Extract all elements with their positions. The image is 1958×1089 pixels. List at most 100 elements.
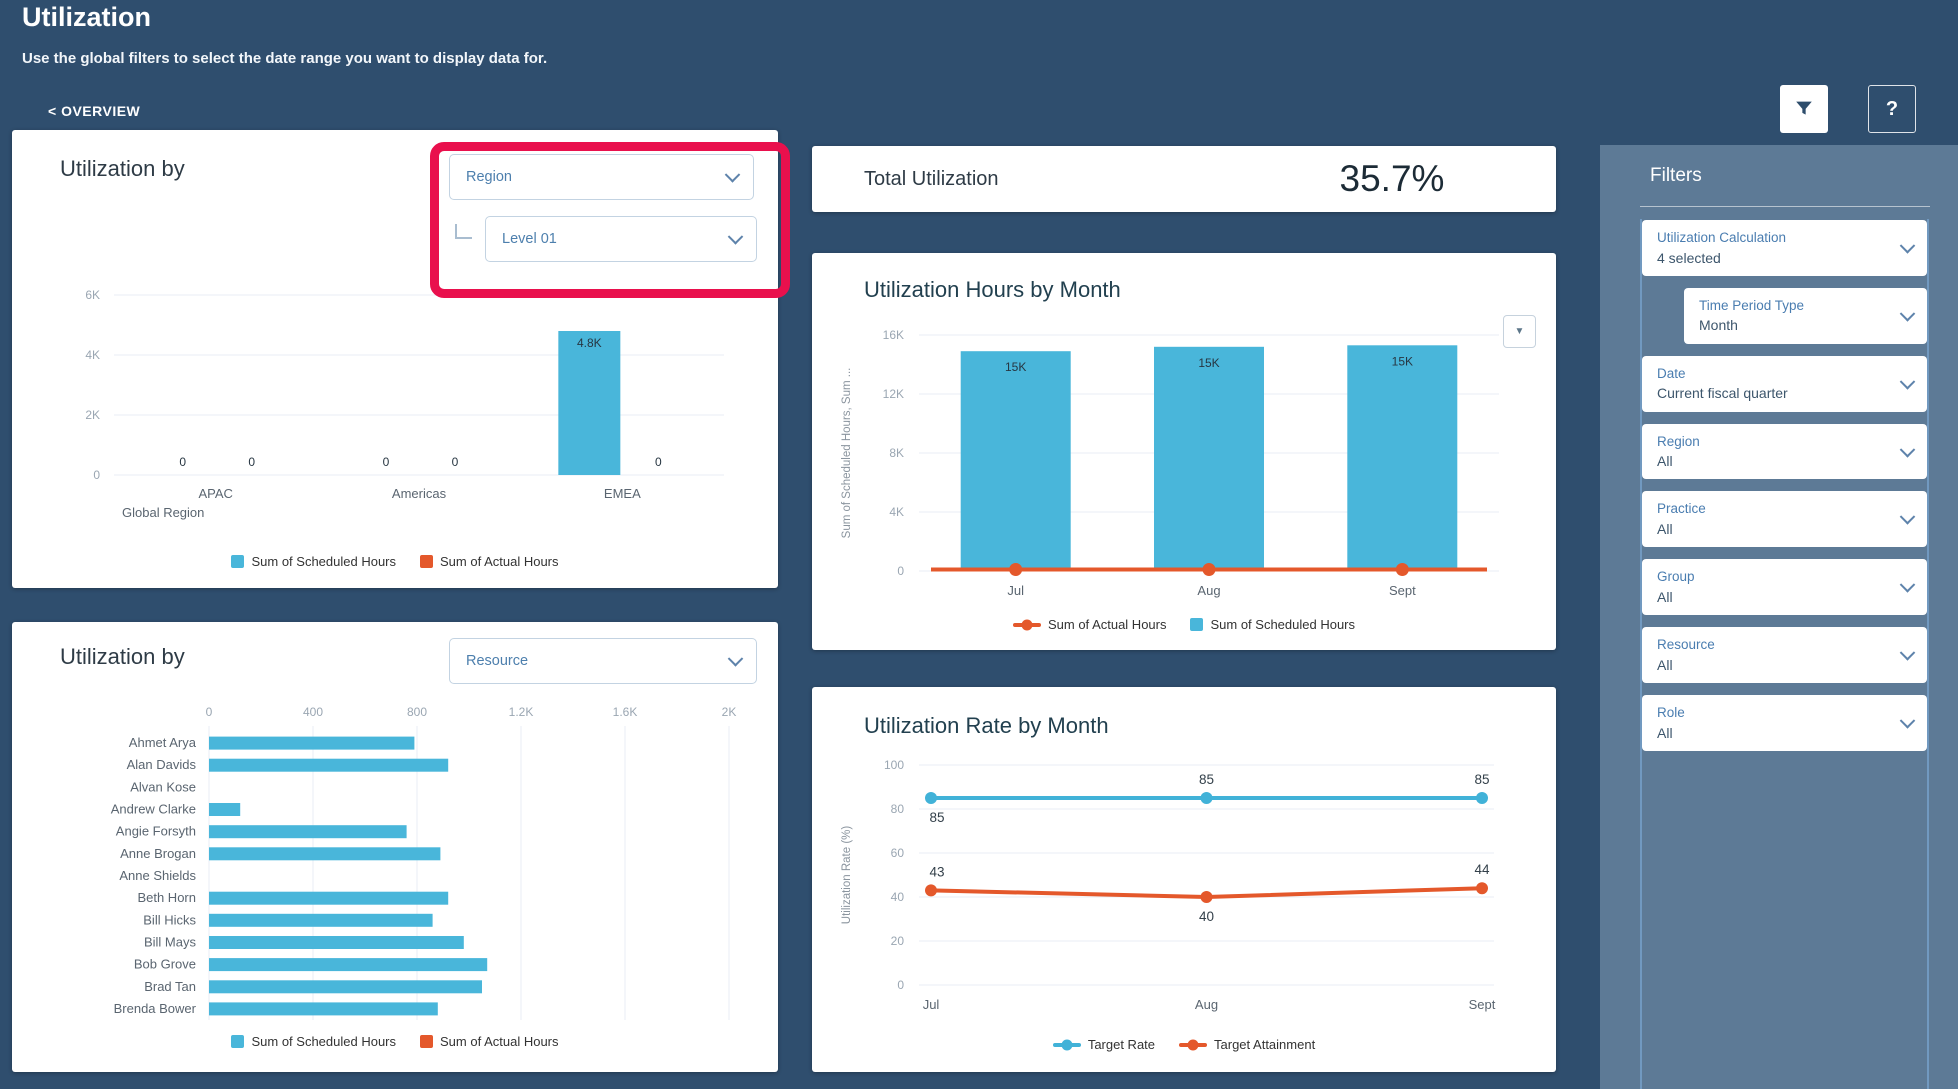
svg-text:Bill Hicks: Bill Hicks <box>143 912 196 927</box>
chevron-down-icon <box>727 651 744 667</box>
dimension-select[interactable]: Region <box>449 154 754 200</box>
target-attainment-line-swatch <box>1179 1042 1208 1047</box>
hours-by-month-chart: 0 4K 8K 12K 16K Sum of Scheduled Hours, Sum .… <box>841 328 1499 598</box>
svg-text:Sum of Scheduled Hours, Sum ..: Sum of Scheduled Hours, Sum ... <box>841 368 853 539</box>
total-utilization-label: Total Utilization <box>864 167 999 190</box>
svg-text:6K: 6K <box>85 288 100 302</box>
svg-text:0: 0 <box>897 978 904 992</box>
svg-text:Sept: Sept <box>1389 583 1416 598</box>
utilization-by-region-card: Utilization by Region Level 01 0 2K 4K 6K AP… <box>12 130 790 588</box>
svg-text:Beth Horn: Beth Horn <box>137 890 196 905</box>
filter-role[interactable]: Role All <box>1642 695 1927 751</box>
svg-text:Aug: Aug <box>1195 997 1218 1012</box>
svg-text:1.2K: 1.2K <box>509 705 534 719</box>
actual-hours-swatch <box>420 1035 434 1048</box>
svg-text:0: 0 <box>452 455 459 469</box>
chevron-down-icon <box>1899 645 1916 661</box>
svg-text:0: 0 <box>93 468 100 482</box>
svg-text:40: 40 <box>1199 909 1214 924</box>
rate-by-month-chart: 0 20 40 60 80 100 Utilization Rate (%) Jul Aug Se… <box>841 758 1496 1012</box>
overview-back-link[interactable]: < OVERVIEW <box>48 103 141 119</box>
svg-text:Angie Forsyth: Angie Forsyth <box>116 824 196 839</box>
legend-item: Target Attainment <box>1179 1037 1315 1052</box>
filters-panel: Filters Utilization Calculation 4 select… <box>1600 145 1958 1089</box>
region-hours-chart: 0 2K 4K 6K APAC 0 0 Americas 0 0 EMEA 4.8K 0 Global R… <box>85 288 724 520</box>
target-rate-line-swatch <box>1052 1042 1081 1047</box>
filter-practice[interactable]: Practice All <box>1642 491 1927 548</box>
filter-value: All <box>1657 588 1673 605</box>
svg-text:85: 85 <box>1199 772 1214 787</box>
svg-text:85: 85 <box>1474 772 1489 787</box>
svg-text:Jul: Jul <box>1007 583 1024 598</box>
svg-text:Brenda Bower: Brenda Bower <box>114 1001 197 1016</box>
svg-text:Americas: Americas <box>392 486 447 501</box>
resource-chart-legend: Sum of Scheduled Hours Sum of Actual Hou… <box>12 1034 778 1049</box>
utilization-by-resource-card: Utilization by Resource 0 400 800 1.2K 1.6K 2… <box>12 622 778 1072</box>
svg-text:Anne Brogan: Anne Brogan <box>120 846 196 861</box>
chevron-down-icon <box>724 167 741 183</box>
scheduled-hours-swatch <box>1190 618 1204 631</box>
legend-item: Sum of Scheduled Hours <box>1190 617 1355 632</box>
dimension-select-value: Resource <box>466 653 529 669</box>
filter-time-period-type[interactable]: Time Period Type Month <box>1684 287 1927 344</box>
filter-label: Resource <box>1657 637 1715 653</box>
global-filter-button[interactable] <box>1780 85 1828 133</box>
filter-region[interactable]: Region All <box>1642 423 1927 480</box>
svg-text:800: 800 <box>407 705 427 719</box>
card-title: Utilization by <box>60 644 185 669</box>
filter-value: All <box>1657 656 1673 673</box>
card-title: Utilization Rate by Month <box>864 713 1109 738</box>
filter-date[interactable]: Date Current fiscal quarter <box>1642 355 1927 412</box>
svg-text:0: 0 <box>206 705 213 719</box>
chevron-down-icon <box>1899 441 1916 458</box>
level-select[interactable]: Level 01 <box>485 216 757 262</box>
svg-text:0: 0 <box>248 455 255 469</box>
legend-item: Sum of Actual Hours <box>420 554 559 569</box>
help-button[interactable]: ? <box>1868 85 1916 133</box>
svg-text:43: 43 <box>929 864 944 879</box>
svg-text:Aug: Aug <box>1197 583 1220 598</box>
legend-item: Target Rate <box>1052 1037 1155 1052</box>
svg-text:Bill Mays: Bill Mays <box>144 934 197 949</box>
region-chart-legend: Sum of Scheduled Hours Sum of Actual Hou… <box>12 554 778 569</box>
svg-text:100: 100 <box>884 758 904 772</box>
svg-text:15K: 15K <box>1392 354 1413 368</box>
scheduled-hours-swatch <box>231 1035 245 1048</box>
chevron-down-icon <box>1899 237 1916 254</box>
svg-text:0: 0 <box>897 564 904 578</box>
total-utilization-value: 35.7% <box>1339 158 1445 199</box>
utilization-rate-by-month-card: Utilization Rate by Month 0 20 40 60 80 100 Ut… <box>812 687 1556 1072</box>
chevron-down-icon <box>1899 577 1916 593</box>
resource-hours-chart: 0 400 800 1.2K 1.6K 2K Ahmet Arya Alan Davids Al… <box>111 705 737 1020</box>
svg-text:2K: 2K <box>722 705 737 719</box>
svg-text:40: 40 <box>891 890 905 904</box>
filter-label: Date <box>1657 365 1686 381</box>
filter-resource[interactable]: Resource All <box>1642 627 1927 684</box>
svg-text:0: 0 <box>383 455 390 469</box>
svg-text:44: 44 <box>1474 862 1490 877</box>
dimension-select-value: Region <box>466 169 512 185</box>
filter-label: Time Period Type <box>1699 297 1805 313</box>
page-title: Utilization <box>22 2 151 32</box>
svg-text:APAC: APAC <box>198 486 232 501</box>
caret-down-icon: ▼ <box>1514 326 1525 337</box>
svg-text:20: 20 <box>891 934 905 948</box>
dimension-select[interactable]: Resource <box>449 638 757 684</box>
filters-list: Utilization Calculation 4 selected Time … <box>1640 219 1929 1089</box>
filter-group[interactable]: Group All <box>1642 559 1927 616</box>
funnel-icon <box>1796 101 1812 115</box>
svg-text:16K: 16K <box>883 328 904 342</box>
card-title: Utilization Hours by Month <box>864 277 1121 302</box>
svg-text:80: 80 <box>891 802 905 816</box>
filters-heading: Filters <box>1650 165 1702 186</box>
chart-options-dropdown[interactable]: ▼ <box>1503 315 1536 348</box>
svg-text:Ahmet Arya: Ahmet Arya <box>129 735 197 750</box>
actual-hours-swatch <box>420 555 434 568</box>
utilization-hours-by-month-card: Utilization Hours by Month ▼ 0 4K 8K 12K 16K… <box>812 253 1556 650</box>
filter-utilization-calculation[interactable]: Utilization Calculation 4 selected <box>1642 220 1927 276</box>
filter-value: 4 selected <box>1657 249 1721 266</box>
hours-chart-legend: Sum of Actual Hours Sum of Scheduled Hou… <box>812 617 1556 632</box>
divider <box>1640 206 1930 207</box>
card-title: Utilization by <box>60 156 185 181</box>
